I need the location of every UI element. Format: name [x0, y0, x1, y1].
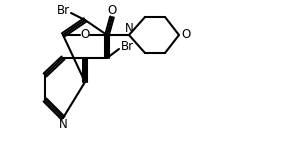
Text: N: N [124, 22, 134, 36]
Text: O: O [182, 29, 190, 41]
Text: O: O [107, 5, 117, 17]
Text: O: O [80, 29, 90, 41]
Text: Br: Br [56, 3, 70, 17]
Text: Br: Br [120, 40, 134, 52]
Text: N: N [58, 119, 68, 131]
